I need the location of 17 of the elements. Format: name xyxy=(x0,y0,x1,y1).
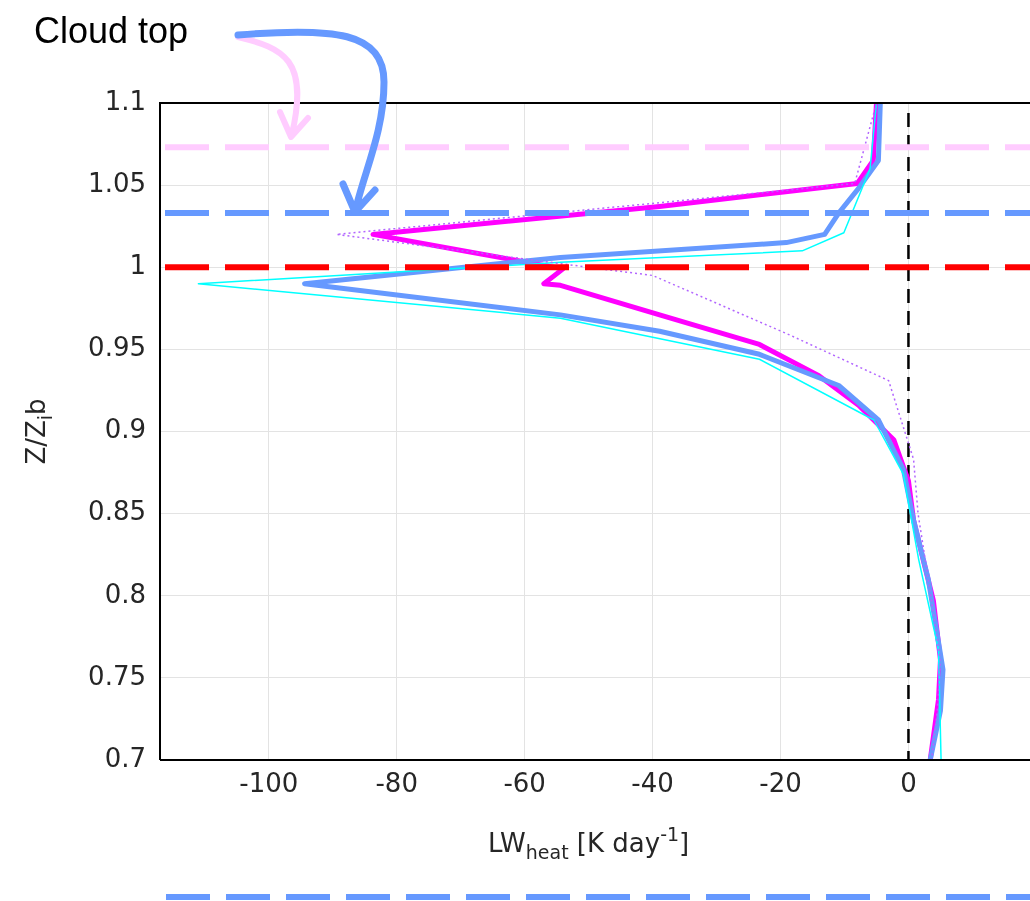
y-tick-label: 0.7 xyxy=(104,742,146,773)
y-tick-label: 0.95 xyxy=(88,332,146,363)
y-tick-label: 0.75 xyxy=(88,660,146,691)
x-tick-label: -100 xyxy=(239,768,299,799)
x-tick-label: -80 xyxy=(375,768,418,799)
x-tick-label: -20 xyxy=(759,768,802,799)
x-tick-label: -40 xyxy=(631,768,674,799)
y-tick-label: 0.85 xyxy=(88,496,146,527)
y-tick-label: 0.9 xyxy=(104,414,146,445)
y-tick-label: 0.8 xyxy=(104,578,146,609)
y-axis-title: Z/Zib xyxy=(20,398,57,465)
y-tick-label: 1.05 xyxy=(88,167,146,198)
text: Cloud top xyxy=(34,10,189,52)
x-tick-label: -60 xyxy=(503,768,546,799)
x-tick-label: 0 xyxy=(900,768,917,799)
y-tick-label: 1.1 xyxy=(104,85,146,116)
y-tick-label: 1 xyxy=(129,250,146,280)
